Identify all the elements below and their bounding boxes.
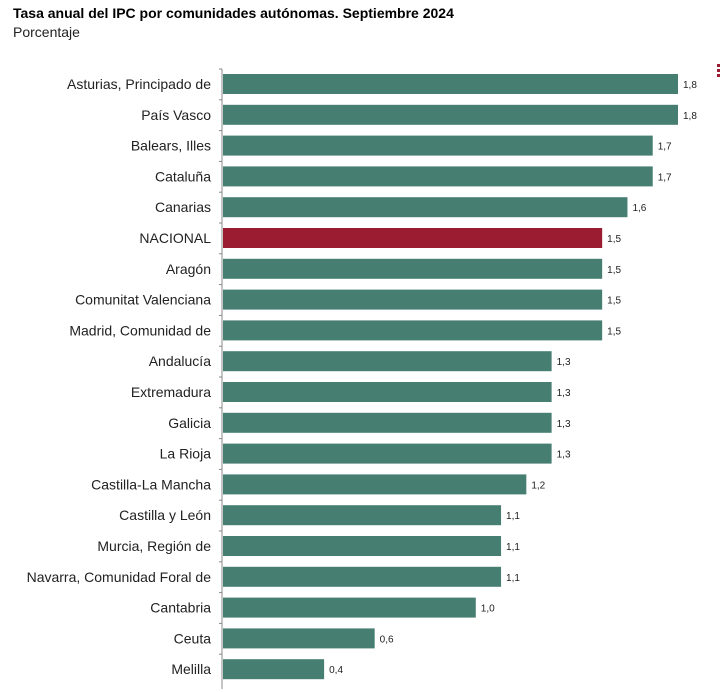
- category-label: Comunitat Valenciana: [75, 292, 211, 308]
- value-label: 1,7: [658, 142, 672, 153]
- bar-18[interactable]: [223, 628, 375, 649]
- category-label: NACIONAL: [139, 230, 211, 246]
- chart-title: Tasa anual del IPC por comunidades autón…: [13, 5, 454, 21]
- bar-19[interactable]: [223, 659, 325, 680]
- bar-3[interactable]: [223, 166, 653, 187]
- category-label: Navarra, Comunidad Foral de: [27, 569, 212, 585]
- bar-14[interactable]: [223, 505, 502, 526]
- bar-15[interactable]: [223, 536, 502, 556]
- value-label: 1,1: [506, 511, 520, 522]
- category-label: La Rioja: [160, 446, 212, 462]
- category-label: Madrid, Comunidad de: [69, 322, 211, 338]
- category-label: Extremadura: [131, 384, 211, 400]
- category-label: Andalucía: [149, 353, 211, 369]
- bar-0[interactable]: [223, 74, 678, 94]
- bar-8[interactable]: [223, 320, 603, 341]
- bar-7[interactable]: [223, 289, 603, 310]
- value-label: 1,7: [658, 172, 672, 183]
- value-label: 1,6: [632, 203, 646, 214]
- bar-17[interactable]: [223, 597, 476, 618]
- bar-5[interactable]: [223, 228, 603, 248]
- category-label: Melilla: [171, 661, 211, 677]
- bar-13[interactable]: [223, 474, 527, 495]
- bar-11[interactable]: [223, 412, 552, 433]
- value-label: 0,4: [329, 665, 343, 676]
- bar-1[interactable]: [223, 104, 678, 125]
- value-label: 1,3: [557, 357, 571, 368]
- value-label: 1,5: [607, 265, 621, 276]
- value-label: 1,8: [683, 80, 697, 91]
- value-label: 1,2: [531, 480, 545, 491]
- value-label: 1,5: [607, 326, 621, 337]
- chart-menu-icon[interactable]: [717, 64, 721, 78]
- bar-10[interactable]: [223, 382, 552, 402]
- value-label: 1,1: [506, 573, 520, 584]
- value-label: 1,3: [557, 388, 571, 399]
- category-label: Cataluña: [155, 168, 211, 184]
- value-label: 1,5: [607, 296, 621, 307]
- value-label: 1,0: [481, 604, 495, 615]
- category-label: Castilla-La Mancha: [91, 476, 211, 492]
- value-label: 1,3: [557, 419, 571, 430]
- category-label: Aragón: [166, 261, 211, 277]
- category-label: Ceuta: [174, 630, 212, 646]
- category-label: Canarias: [155, 199, 211, 215]
- bar-16[interactable]: [223, 566, 502, 587]
- category-label: Galicia: [168, 415, 211, 431]
- value-label: 1,3: [557, 450, 571, 461]
- bar-12[interactable]: [223, 443, 552, 464]
- category-label: Cantabria: [150, 600, 211, 616]
- value-label: 1,8: [683, 111, 697, 122]
- bar-9[interactable]: [223, 351, 552, 372]
- value-label: 1,5: [607, 234, 621, 245]
- category-label: País Vasco: [141, 107, 211, 123]
- bar-4[interactable]: [223, 197, 628, 218]
- chart-subtitle: Porcentaje: [13, 24, 80, 40]
- bar-2[interactable]: [223, 135, 653, 156]
- value-label: 1,1: [506, 542, 520, 553]
- bar-6[interactable]: [223, 258, 603, 279]
- category-label: Castilla y León: [119, 507, 211, 523]
- category-label: Murcia, Región de: [97, 538, 211, 554]
- value-label: 0,6: [380, 634, 394, 645]
- category-label: Asturias, Principado de: [67, 76, 211, 92]
- category-label: Balears, Illes: [131, 138, 211, 154]
